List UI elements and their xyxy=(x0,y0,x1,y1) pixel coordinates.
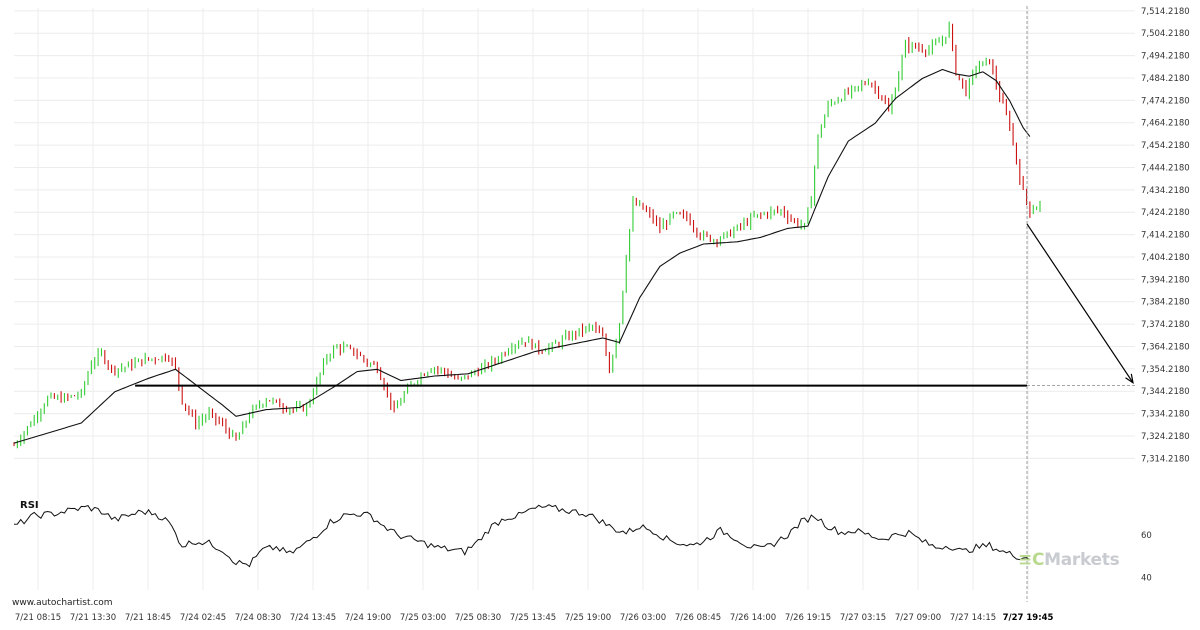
time-tick-label: 7/25 03:00 xyxy=(400,613,446,623)
time-tick-label: 7/27 03:15 xyxy=(840,613,886,623)
price-tick-label: 7,474.2180 xyxy=(1141,96,1190,106)
time-tick-label: 7/26 03:00 xyxy=(620,613,666,623)
time-tick-label: 7/21 08:15 xyxy=(15,613,61,623)
time-tick-label: 7/26 08:45 xyxy=(675,613,721,623)
price-tick-label: 7,364.2180 xyxy=(1141,342,1190,352)
grid-lines xyxy=(14,8,1135,590)
rsi-line xyxy=(13,504,1031,568)
rsi-tick-label: 60 xyxy=(1141,531,1152,541)
price-tick-label: 7,384.2180 xyxy=(1141,298,1190,308)
price-tick-label: 7,344.2180 xyxy=(1141,387,1190,397)
watermark-url: www.autochartist.com xyxy=(12,598,113,608)
time-axis-labels: 7/21 08:15 7/21 13:30 7/21 18:45 7/24 02:45… xyxy=(15,613,1054,623)
price-tick-label: 7,444.2180 xyxy=(1141,163,1190,173)
price-axis-labels: 7,314.2180 7,324.2180 7,334.2180 7,344.2180… xyxy=(1141,7,1190,464)
price-tick-label: 7,454.2180 xyxy=(1141,141,1190,151)
price-tick-label: 7,464.2180 xyxy=(1141,119,1190,129)
brand-name: Markets xyxy=(1044,550,1120,570)
time-tick-label: 7/24 02:45 xyxy=(180,613,226,623)
time-tick-label: 7/25 08:30 xyxy=(455,613,501,623)
time-tick-label: 7/24 13:45 xyxy=(290,613,336,623)
price-tick-label: 7,434.2180 xyxy=(1141,186,1190,196)
forecast-arrow-shaft xyxy=(1026,223,1134,384)
forecast-arrow xyxy=(1026,223,1134,385)
price-tick-label: 7,504.2180 xyxy=(1141,29,1190,39)
price-tick-label: 7,374.2180 xyxy=(1141,320,1190,330)
price-tick-label: 7,314.2180 xyxy=(1141,454,1190,464)
price-tick-label: 7,404.2180 xyxy=(1141,253,1190,263)
time-tick-label: 7/24 08:30 xyxy=(235,613,281,623)
price-tick-label: 7,334.2180 xyxy=(1141,410,1190,420)
price-tick-label: 7,514.2180 xyxy=(1141,7,1190,17)
time-tick-label: 7/25 19:00 xyxy=(565,613,611,623)
forecast-arrow-head xyxy=(1125,373,1134,385)
time-tick-label: 7/21 18:45 xyxy=(125,613,171,623)
rsi-title: RSI xyxy=(20,500,39,511)
rsi-tick-label: 40 xyxy=(1141,573,1152,583)
moving-average-line xyxy=(13,68,1031,444)
time-tick-label: 7/26 19:15 xyxy=(785,613,831,623)
time-tick-label: 7/25 13:45 xyxy=(510,613,556,623)
candlestick-series xyxy=(13,21,1041,449)
brand-logo: ≡CMarkets xyxy=(1018,550,1120,570)
brand-mark-icon: ≡C xyxy=(1018,550,1045,570)
time-tick-label: 7/21 13:30 xyxy=(70,613,116,623)
time-tick-label: 7/27 19:45 xyxy=(1003,613,1054,623)
price-tick-label: 7,494.2180 xyxy=(1141,52,1190,62)
price-tick-label: 7,394.2180 xyxy=(1141,275,1190,285)
time-tick-label: 7/24 19:00 xyxy=(345,613,391,623)
time-tick-label: 7/26 14:00 xyxy=(730,613,776,623)
rsi-axis-labels: 60 40 xyxy=(1141,531,1152,584)
price-tick-label: 7,354.2180 xyxy=(1141,365,1190,375)
time-tick-label: 7/27 14:15 xyxy=(950,613,996,623)
price-tick-label: 7,414.2180 xyxy=(1141,231,1190,241)
time-tick-label: 7/27 09:00 xyxy=(895,613,941,623)
price-tick-label: 7,324.2180 xyxy=(1141,432,1190,442)
price-tick-label: 7,424.2180 xyxy=(1141,208,1190,218)
price-tick-label: 7,484.2180 xyxy=(1141,74,1190,84)
